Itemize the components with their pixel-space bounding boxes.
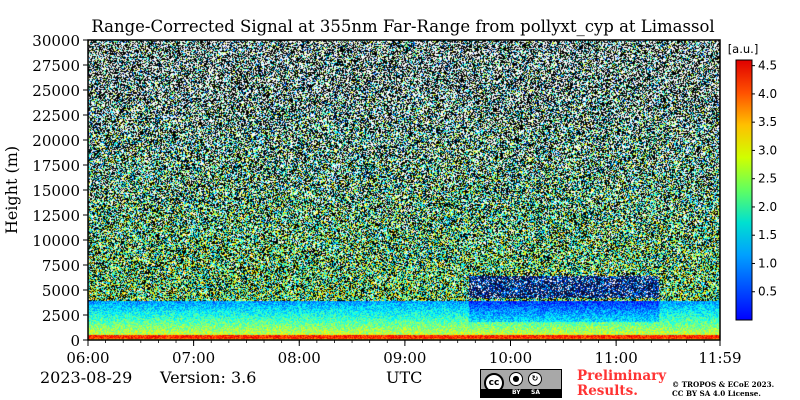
y-tick-label: 2500 <box>42 307 80 325</box>
x-tick-label: 06:00 <box>66 349 109 367</box>
footer-version: Version: 3.6 <box>160 368 257 387</box>
chart-title: Range-Corrected Signal at 355nm Far-Rang… <box>91 17 714 36</box>
x-tick-label: 11:59 <box>698 349 741 367</box>
y-tick-label: 27500 <box>32 57 80 75</box>
badge-by-label: BY <box>512 389 521 396</box>
y-axis-label: Height (m) <box>2 146 21 234</box>
share-alike-icon: ↻ <box>528 372 542 386</box>
x-tick-label: 11:00 <box>595 349 638 367</box>
x-axis-label: UTC <box>386 368 423 387</box>
colorbar-tick-label: 3.0 <box>758 143 777 157</box>
copyright-notice: © TROPOS & ECoE 2023. CC BY SA 4.0 Licen… <box>672 380 774 398</box>
preliminary-notice: Preliminary Results. <box>577 369 666 399</box>
y-tick-label: 17500 <box>32 157 80 175</box>
copyright-line2: CC BY SA 4.0 License. <box>672 389 761 398</box>
footer-date: 2023-08-29 <box>40 368 133 387</box>
y-tick-label: 0 <box>70 332 80 350</box>
y-tick-label: 22500 <box>32 107 80 125</box>
preliminary-line2: Results. <box>577 383 638 399</box>
y-tick-label: 10000 <box>32 232 80 250</box>
colorbar-tick-label: 0.5 <box>758 285 777 299</box>
colorbar-tick-label: 2.0 <box>758 200 777 214</box>
colorbar-tick-label: 4.0 <box>758 87 777 101</box>
heatmap-canvas <box>88 40 720 340</box>
colorbar-tick-label: 3.5 <box>758 115 777 129</box>
x-axis-ticks: 06:00 07:00 08:00 09:00 10:00 11:00 11:59 <box>66 340 742 367</box>
y-tick-label: 7500 <box>42 257 80 275</box>
badge-strip <box>481 389 561 397</box>
colorbar-tick-label: 2.5 <box>758 172 777 186</box>
colorbar <box>735 59 753 321</box>
x-tick-label: 10:00 <box>489 349 532 367</box>
preliminary-line1: Preliminary <box>577 368 667 384</box>
y-tick-label: 15000 <box>32 182 80 200</box>
x-tick-label: 07:00 <box>172 349 215 367</box>
colorbar-tick-label: 1.0 <box>758 256 777 270</box>
colorbar-tick-label: 4.5 <box>758 59 777 73</box>
y-tick-label: 25000 <box>32 82 80 100</box>
copyright-line1: © TROPOS & ECoE 2023. <box>672 380 775 389</box>
y-axis-ticks: 0 2500 5000 7500 10000 12500 15000 17500 20000 22… <box>32 32 88 350</box>
cc-license-badge[interactable]: cc ● ↻ BY SA <box>480 369 562 398</box>
colorbar-unit-label: [a.u.] <box>728 42 759 56</box>
x-tick-label: 08:00 <box>278 349 321 367</box>
y-tick-label: 20000 <box>32 132 80 150</box>
colorbar-tick-label: 1.5 <box>758 228 777 242</box>
y-tick-label: 5000 <box>42 282 80 300</box>
colorbar-ticks: 0.5 1.0 1.5 2.0 2.5 3.0 3.5 4.0 4.5 <box>752 59 777 299</box>
badge-sa-label: SA <box>531 389 540 396</box>
x-tick-label: 09:00 <box>383 349 426 367</box>
y-tick-label: 12500 <box>32 207 80 225</box>
attribution-icon: ● <box>509 372 523 386</box>
y-tick-label: 30000 <box>32 32 80 50</box>
